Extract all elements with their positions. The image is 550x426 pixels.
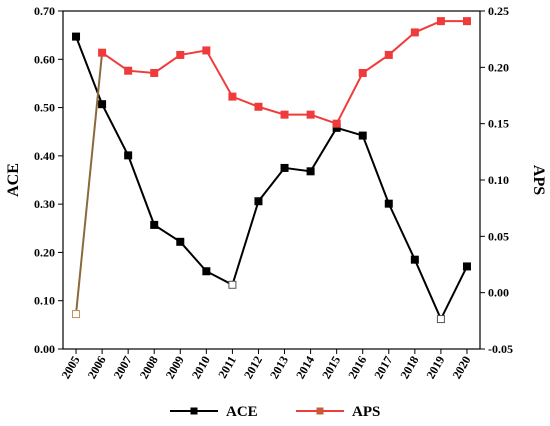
- y-tick-label-left: 0.60: [34, 52, 55, 66]
- series-aps-point: [280, 110, 289, 119]
- series-aps-point: [410, 28, 419, 37]
- x-tick-label: 2008: [137, 354, 161, 382]
- x-tick-label: 2005: [59, 354, 83, 382]
- series-aps-point: [176, 50, 185, 59]
- series-aps-point: [462, 17, 471, 26]
- series-aps-point: [202, 46, 211, 55]
- series-aps-point: [306, 110, 315, 119]
- series-ace-line: [75, 36, 468, 322]
- axes: 0.00 0.10 0.20 0.30 0.40 0.50 0.60 0.70 -0.05 0.0…: [34, 4, 513, 381]
- y-tick-label-right: 0.15: [488, 117, 509, 131]
- x-tick-label: 2006: [85, 354, 109, 382]
- y-tick-label-right: 0.05: [488, 229, 509, 243]
- x-tick-label: 2013: [267, 354, 291, 382]
- y-tick-label-left: 0.50: [34, 101, 55, 115]
- y-axis-title-left: ACE: [5, 163, 22, 197]
- legend-aps-marker: [316, 407, 324, 415]
- legend-aps-label: APS: [352, 404, 380, 420]
- x-tick-label: 2017: [371, 354, 395, 382]
- series-ace-point: [410, 255, 419, 264]
- y-tick-label-right: 0.25: [488, 4, 509, 18]
- plot-frame: [62, 10, 481, 350]
- x-tick-label: 2011: [215, 354, 239, 381]
- y-tick-label-left: 0.40: [34, 149, 55, 163]
- series-aps-point: [436, 17, 445, 26]
- series-ace-point: [124, 151, 133, 160]
- series-ace-point: [306, 167, 315, 176]
- series-layer: [72, 17, 471, 324]
- y-axis-title-right: APS: [530, 165, 547, 195]
- series-aps-point: [72, 310, 81, 319]
- series-aps-point: [150, 68, 159, 77]
- x-tick-label: 2019: [423, 354, 447, 382]
- series-aps-point: [228, 92, 237, 101]
- series-aps-point: [254, 102, 263, 111]
- series-ace-point: [384, 199, 393, 208]
- series-ace-point: [176, 237, 185, 246]
- y-tick-label-left: 0.10: [34, 294, 55, 308]
- y-tick-label-left: 0.20: [34, 245, 55, 259]
- series-ace-point: [358, 131, 367, 140]
- y-tick-label-right: -0.05: [488, 342, 513, 356]
- y-tick-label-right: 0.10: [488, 173, 509, 187]
- x-tick-label: 2010: [189, 354, 213, 382]
- x-tick-label: 2014: [293, 354, 317, 382]
- series-aps-point: [358, 68, 367, 77]
- x-tick-label: 2012: [241, 354, 265, 382]
- series-aps-first-segment: [75, 52, 104, 315]
- series-aps-point: [332, 119, 341, 128]
- series-aps-point: [98, 48, 107, 57]
- series-aps-point: [384, 50, 393, 59]
- x-tick-label: 2020: [449, 354, 473, 382]
- y-tick-label-left: 0.30: [34, 197, 55, 211]
- series-ace-point: [462, 262, 471, 271]
- series-ace-point: [98, 100, 107, 109]
- legend-ace-label: ACE: [226, 404, 258, 420]
- y-tick-label-right: 0.00: [488, 286, 509, 300]
- series-ace-point: [202, 267, 211, 276]
- x-tick-label: 2016: [345, 354, 369, 382]
- series-ace-point: [72, 32, 81, 41]
- series-aps-point: [124, 66, 133, 75]
- series-ace-point: [228, 280, 237, 289]
- y-tick-label-left: 0.00: [34, 342, 55, 356]
- series-ace-point: [254, 197, 263, 206]
- x-tick-label: 2018: [397, 354, 421, 382]
- y-tick-label-left: 0.70: [34, 4, 55, 18]
- legend-ace-marker: [190, 407, 198, 415]
- x-tick-label: 2007: [111, 354, 135, 382]
- series-ace-point: [280, 163, 289, 172]
- series-ace-point: [150, 220, 159, 229]
- legend: ACE APS: [170, 404, 380, 420]
- y-tick-label-right: 0.20: [488, 60, 509, 74]
- x-tick-label: 2009: [163, 354, 187, 382]
- series-ace-point: [436, 315, 445, 324]
- x-tick-label: 2015: [319, 354, 343, 382]
